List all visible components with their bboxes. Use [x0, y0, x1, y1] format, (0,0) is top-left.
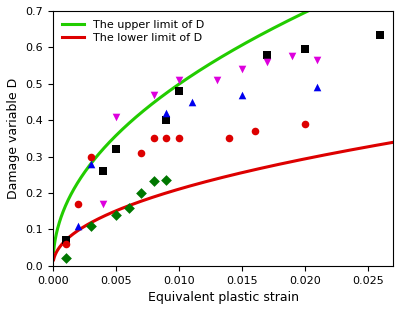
Point [88, 154, 94, 159]
Point [264, 52, 270, 57]
Point [226, 136, 232, 141]
Legend: The upper limit of D, The lower limit of D: The upper limit of D, The lower limit of… [58, 16, 208, 47]
Line: The lower limit of D: The lower limit of D [54, 142, 393, 260]
Point [113, 212, 119, 217]
Point [150, 179, 157, 183]
Point [150, 92, 157, 97]
Point [125, 205, 132, 210]
Point [251, 128, 258, 133]
Point [163, 178, 170, 183]
Point [62, 241, 69, 246]
Point [163, 118, 170, 123]
Point [138, 190, 144, 195]
The upper limit of D [188, 74, 193, 78]
Point [88, 161, 94, 166]
Point [163, 110, 170, 115]
The upper limit of D [51, 250, 56, 253]
Point [88, 223, 94, 228]
The upper limit of D [284, 20, 289, 23]
Point [302, 121, 308, 126]
The upper limit of D [316, 4, 321, 8]
Point [214, 78, 220, 83]
X-axis label: Equivalent plastic strain: Equivalent plastic strain [148, 291, 298, 304]
Point [239, 92, 245, 97]
Point [176, 89, 182, 94]
Point [100, 169, 106, 174]
Point [188, 100, 195, 104]
Point [264, 59, 270, 64]
Point [100, 202, 106, 207]
Point [377, 33, 384, 38]
Point [176, 136, 182, 141]
Point [302, 47, 308, 52]
Line: The upper limit of D: The upper limit of D [54, 0, 393, 252]
Point [75, 202, 81, 207]
Point [289, 54, 296, 59]
Point [113, 147, 119, 152]
Point [314, 58, 321, 63]
Point [314, 85, 321, 90]
Point [62, 256, 69, 261]
Point [75, 223, 81, 228]
The lower limit of D [316, 154, 321, 158]
The lower limit of D [284, 161, 289, 165]
The upper limit of D [201, 66, 206, 70]
The lower limit of D [391, 141, 396, 144]
Point [138, 151, 144, 156]
The upper limit of D [86, 165, 91, 169]
Point [239, 67, 245, 72]
The lower limit of D [201, 180, 206, 184]
Point [113, 114, 119, 119]
The lower limit of D [86, 222, 91, 226]
Y-axis label: Damage variable D: Damage variable D [7, 78, 20, 199]
Point [62, 238, 69, 243]
The lower limit of D [188, 184, 193, 188]
Point [176, 78, 182, 83]
The lower limit of D [51, 258, 56, 262]
The upper limit of D [322, 1, 327, 5]
The lower limit of D [322, 153, 327, 157]
Point [150, 136, 157, 141]
Point [163, 136, 170, 141]
